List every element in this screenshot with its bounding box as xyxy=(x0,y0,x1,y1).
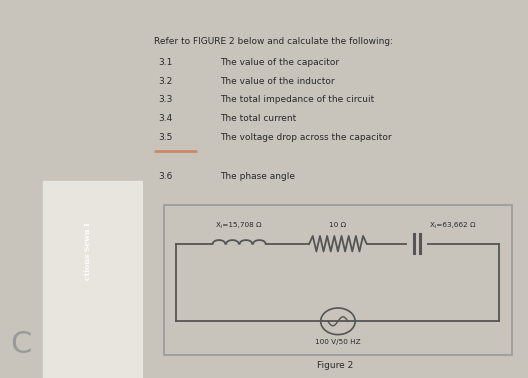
Text: 3.6: 3.6 xyxy=(158,172,172,181)
Text: The total impedance of the circuit: The total impedance of the circuit xyxy=(220,96,374,104)
Text: Refer to FIGURE 2 below and calculate the following:: Refer to FIGURE 2 below and calculate th… xyxy=(154,37,393,46)
Text: ctions Sewn I: ctions Sewn I xyxy=(84,222,92,280)
Text: The voltage drop across the capacitor: The voltage drop across the capacitor xyxy=(220,133,391,142)
Text: C: C xyxy=(11,330,32,359)
Text: The value of the inductor: The value of the inductor xyxy=(220,77,334,85)
Text: 100 V/50 HZ: 100 V/50 HZ xyxy=(315,339,361,345)
Text: Xⱼ=15,708 Ω: Xⱼ=15,708 Ω xyxy=(216,222,262,228)
Text: The total current: The total current xyxy=(220,114,296,123)
Text: 3.4: 3.4 xyxy=(158,114,172,123)
Text: Xⱼ=63,662 Ω: Xⱼ=63,662 Ω xyxy=(430,222,476,228)
Bar xyxy=(43,181,143,378)
Text: 3.1: 3.1 xyxy=(158,58,172,67)
Text: The value of the capacitor: The value of the capacitor xyxy=(220,58,339,67)
Text: 3.5: 3.5 xyxy=(158,133,172,142)
Text: Figure 2: Figure 2 xyxy=(317,361,353,370)
Text: The phase angle: The phase angle xyxy=(220,172,295,181)
Text: 3.3: 3.3 xyxy=(158,96,172,104)
Text: 10 Ω: 10 Ω xyxy=(329,222,346,228)
Text: 3.2: 3.2 xyxy=(158,77,172,85)
